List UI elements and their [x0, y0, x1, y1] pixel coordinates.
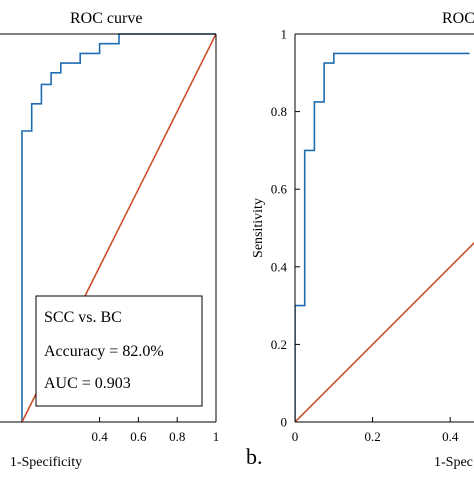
panel-label: b.	[246, 444, 263, 469]
panel-b: ROC 0 0.2 0.4 0.6 0.8 1 0 0.2 0.4 Sensitivity 1…	[246, 10, 474, 470]
legend-box: SCC vs. BC Accuracy = 82.0% AUC = 0.903	[35, 295, 203, 407]
x-axis-label: 1-Specificity	[10, 455, 82, 470]
y-tick-label: 0.2	[271, 337, 287, 352]
x-tick-label: 1	[213, 429, 220, 444]
roc-curve-line	[21, 33, 216, 422]
legend-frame	[35, 295, 203, 407]
x-ticks: 0.4 0.6 0.8 1	[91, 417, 219, 444]
chance-diagonal-line	[295, 241, 474, 422]
y-tick-label: 0.4	[271, 259, 288, 274]
roc-curve-line	[295, 52, 470, 422]
y-tick-label: 1	[281, 27, 288, 42]
x-ticks: 0 0.2 0.4	[292, 417, 459, 444]
chart-title: ROC	[442, 10, 474, 27]
x-tick-label: 0.2	[364, 429, 380, 444]
panel-a: ROC curve 0.4 0.6 0.8 1 1-Specificity SCC v…	[0, 10, 219, 470]
y-ticks: 0 0.2 0.4 0.6 0.8 1	[271, 27, 300, 430]
y-tick-label: 0.6	[271, 182, 288, 197]
x-tick-label: 0.8	[169, 429, 185, 444]
plot-area	[295, 52, 474, 422]
x-tick-label: 0.4	[442, 429, 459, 444]
y-axis-label: Sensitivity	[251, 198, 266, 258]
y-tick-label: 0	[281, 415, 288, 430]
legend-line-comparison: SCC vs. BC	[44, 309, 122, 326]
legend-line-accuracy: Accuracy = 82.0%	[44, 343, 164, 360]
chart-title: ROC curve	[70, 10, 142, 27]
x-tick-label: 0.4	[91, 429, 108, 444]
x-tick-label: 0	[292, 429, 299, 444]
x-axis-label: 1-Spec	[434, 455, 473, 470]
legend-line-auc: AUC = 0.903	[44, 375, 131, 392]
x-tick-label: 0.6	[130, 429, 147, 444]
y-tick-label: 0.8	[271, 104, 287, 119]
